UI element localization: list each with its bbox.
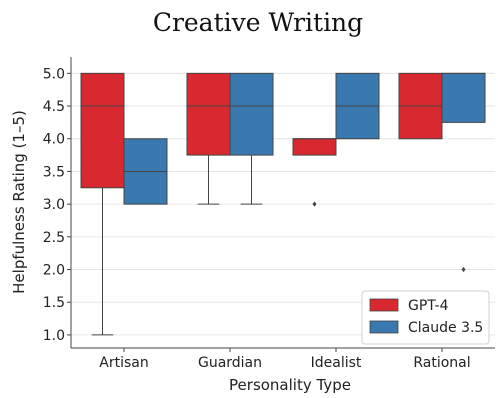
axes: 1.0 1.5 2.0 2.5 3.0 3.5 4.0 4.5 5.0 Artisan Guardi… — [43, 57, 495, 371]
x-tick-label: Artisan — [99, 355, 148, 371]
box-iqr — [80, 72, 125, 189]
box-group — [80, 72, 125, 336]
box-iqr — [186, 72, 231, 156]
x-axis-label: Personality Type — [229, 376, 351, 394]
y-tick-label: 3.0 — [43, 197, 65, 213]
y-tick-label: 1.5 — [43, 295, 65, 311]
x-tick-label: Rational — [413, 355, 470, 371]
y-tick-label: 4.0 — [43, 132, 65, 148]
legend: GPT-4 Claude 3.5 — [361, 290, 490, 345]
y-tick-label: 4.5 — [43, 99, 65, 115]
box-group — [335, 72, 380, 140]
box-group — [441, 72, 486, 273]
legend-swatch — [369, 298, 399, 312]
legend-swatch — [369, 320, 399, 334]
outlier-point — [312, 201, 317, 207]
y-axis-label: Helpfulness Rating (1–5) — [10, 110, 28, 294]
box-group — [186, 72, 231, 205]
box-group — [398, 72, 443, 140]
y-tick-label: 1.0 — [43, 328, 65, 344]
plot-area — [80, 72, 486, 336]
box-iqr — [292, 138, 337, 156]
box-group — [229, 72, 274, 205]
box-iqr — [441, 72, 486, 123]
x-tick-label: Idealist — [311, 355, 362, 371]
box-iqr — [229, 72, 274, 156]
y-tick-label: 2.0 — [43, 263, 65, 279]
legend-label: GPT-4 — [408, 298, 449, 314]
chart-title: Creative Writing — [153, 8, 363, 37]
box-group — [123, 138, 168, 205]
outlier-point — [461, 266, 466, 273]
x-tick-label: Guardian — [198, 355, 262, 371]
y-tick-label: 3.5 — [43, 164, 65, 180]
box-group — [292, 138, 337, 207]
legend-label: Claude 3.5 — [408, 320, 483, 336]
y-tick-label: 5.0 — [43, 66, 65, 82]
y-tick-label: 2.5 — [43, 230, 65, 246]
